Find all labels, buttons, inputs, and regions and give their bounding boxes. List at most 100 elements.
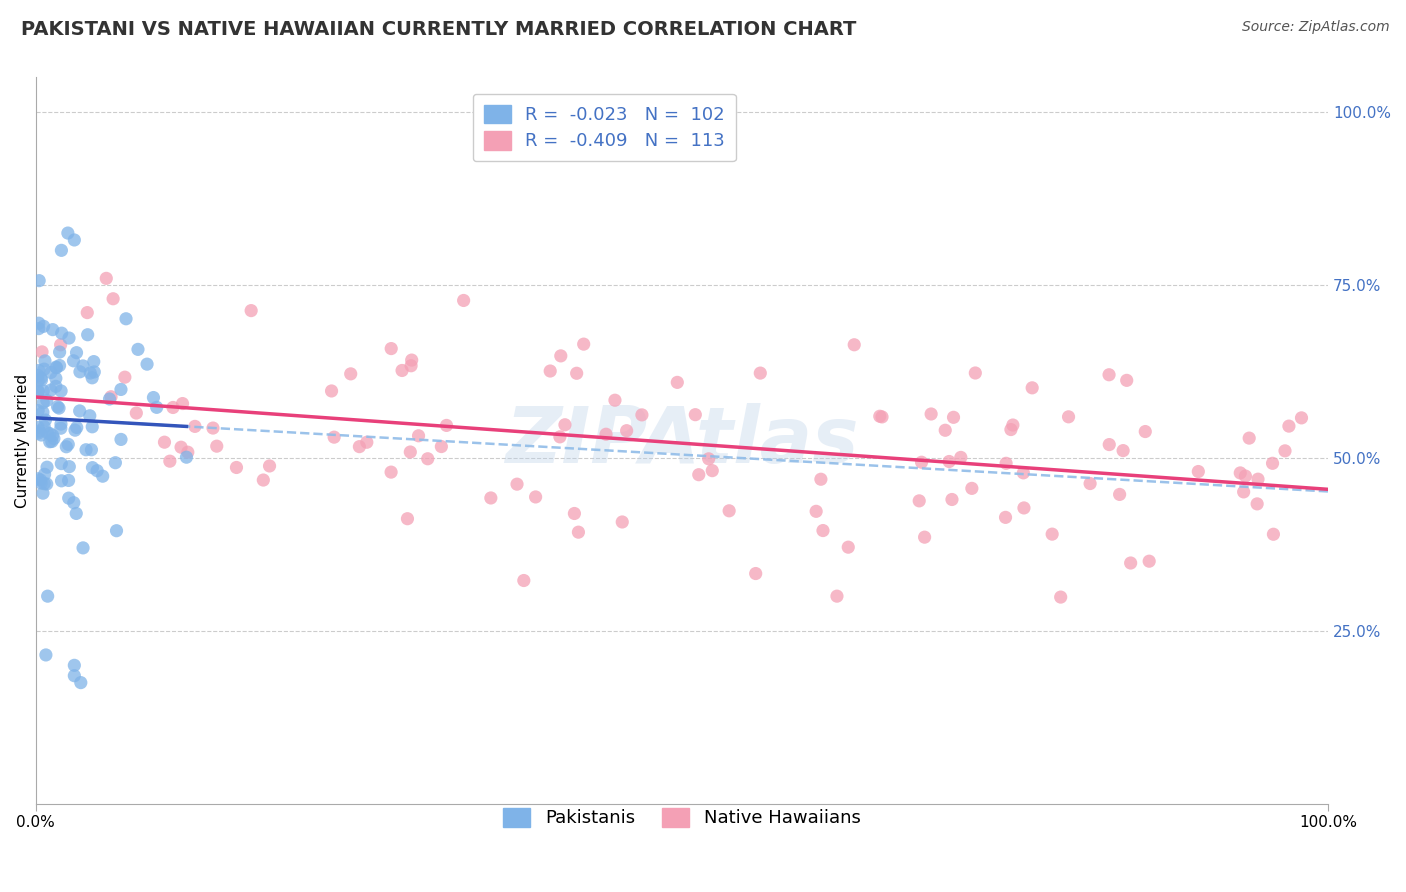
Point (718, 504, 741, 518)
Point (27, 426, 49, 441)
Point (101, 292, 124, 306)
Point (1049, 590, 1071, 604)
Point (1137, 554, 1160, 568)
Point (27, 384, 49, 399)
Point (408, 429, 430, 443)
Point (825, 589, 848, 603)
Point (564, 507, 586, 521)
Point (58, 459, 80, 474)
Point (114, 370, 136, 384)
Point (72, 359, 94, 373)
Point (48, 401, 70, 416)
Point (225, 460, 247, 475)
Point (631, 408, 654, 422)
Point (1098, 437, 1121, 451)
Point (1112, 443, 1135, 458)
Point (436, 418, 458, 433)
Point (960, 481, 983, 495)
Point (32, 486, 55, 500)
Point (1012, 466, 1035, 480)
Point (69, 404, 91, 418)
Point (45, 360, 67, 375)
Point (32, 319, 55, 334)
Point (1135, 425, 1157, 439)
Point (153, 435, 176, 450)
Point (35, 477, 58, 491)
Point (27, 368, 49, 383)
Point (83, 354, 105, 368)
Point (69, 365, 91, 379)
Point (39, 366, 62, 380)
Point (28, 424, 51, 438)
Point (356, 435, 378, 450)
Point (32, 476, 55, 491)
Point (538, 364, 561, 378)
Point (1000, 423, 1022, 437)
Legend: Pakistanis, Native Hawaiians: Pakistanis, Native Hawaiians (496, 801, 868, 835)
Point (35, 460, 58, 475)
Point (844, 338, 866, 352)
Point (49, 384, 72, 398)
Point (938, 454, 960, 468)
Point (524, 490, 547, 504)
Text: ZIPAtlas: ZIPAtlas (505, 402, 859, 478)
Point (49, 338, 72, 352)
Point (46, 400, 69, 414)
Point (870, 409, 893, 424)
Point (30, 428, 52, 442)
Point (810, 472, 832, 486)
Point (513, 574, 536, 588)
Point (58, 331, 80, 345)
Point (616, 424, 638, 438)
Point (1187, 465, 1209, 479)
Point (28, 321, 51, 335)
Point (697, 451, 720, 466)
Point (51, 326, 73, 341)
Point (162, 401, 184, 415)
Point (399, 445, 422, 459)
Point (934, 423, 956, 437)
Point (321, 384, 343, 398)
Point (75, 442, 97, 457)
Point (91, 469, 114, 483)
Point (66, 420, 89, 434)
Point (1247, 472, 1270, 486)
Point (159, 454, 181, 468)
Point (82, 460, 104, 475)
Point (1098, 368, 1121, 382)
Point (30, 473, 52, 487)
Point (184, 419, 207, 434)
Point (27, 420, 49, 434)
Point (349, 440, 371, 454)
Point (79, 366, 101, 380)
Point (110, 433, 132, 447)
Point (32, 419, 55, 434)
Point (1001, 418, 1024, 433)
Point (45, 360, 67, 375)
Point (1263, 527, 1285, 541)
Point (565, 366, 588, 380)
Point (554, 417, 576, 432)
Point (63, 658, 86, 673)
Point (32, 384, 55, 398)
Point (86, 464, 108, 478)
Point (1057, 409, 1080, 424)
Point (430, 440, 453, 454)
Point (201, 421, 224, 435)
Point (65, 345, 87, 359)
Point (98, 392, 121, 406)
Point (136, 357, 159, 371)
Point (804, 504, 827, 518)
Point (749, 366, 772, 380)
Point (145, 401, 167, 415)
Point (666, 376, 689, 390)
Point (63, 423, 86, 437)
Point (479, 491, 502, 505)
Point (42, 432, 65, 446)
Point (1233, 484, 1256, 499)
Point (31, 345, 53, 359)
Point (125, 406, 148, 420)
Point (994, 510, 1017, 524)
Point (51, 244, 73, 258)
Point (1012, 500, 1035, 515)
